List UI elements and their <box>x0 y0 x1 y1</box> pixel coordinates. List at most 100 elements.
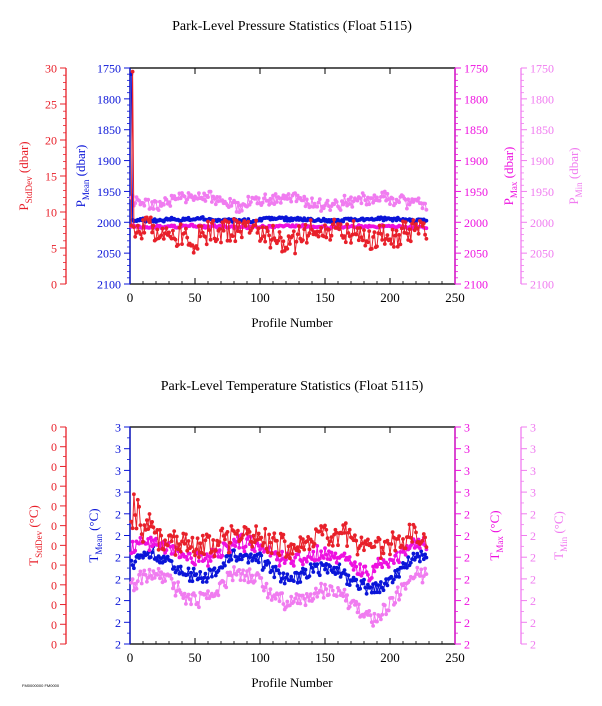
temperature-point-min <box>311 597 316 601</box>
temperature-point-mean <box>397 575 401 579</box>
temperature-point-mean <box>284 575 288 580</box>
pressure-point-stddev <box>197 224 201 229</box>
temperature-point-min <box>247 567 252 571</box>
temperature-point-min <box>423 566 427 571</box>
pressure-point-min <box>388 202 392 207</box>
pressure-point-min <box>217 195 222 200</box>
temperature-point-min <box>398 592 403 597</box>
temperature-point-max <box>324 552 329 557</box>
temperature-point-min <box>334 594 339 598</box>
pressure-point-stddev <box>206 219 210 224</box>
pressure-y-tick-label-min: 1800 <box>530 92 554 106</box>
pressure-y-tick-label-min: 1900 <box>530 154 554 168</box>
temperature-point-stddev <box>134 526 139 531</box>
temperature-point-stddev <box>385 538 390 543</box>
pressure-point-min <box>349 195 353 200</box>
temperature-point-mean <box>307 574 312 578</box>
temperature-point-min <box>301 593 305 598</box>
pressure-point-stddev <box>265 229 270 234</box>
temperature-point-max <box>372 569 377 574</box>
temperature-point-min <box>302 596 307 601</box>
temperature-point-mean <box>310 565 314 570</box>
pressure-point-min <box>371 200 375 205</box>
pressure-point-stddev <box>408 239 413 244</box>
temperature-point-min <box>135 579 140 584</box>
temperature-point-min <box>354 599 359 604</box>
pressure-point-stddev <box>176 242 181 247</box>
temperature-point-min <box>245 569 249 573</box>
temperature-point-mean <box>423 552 427 557</box>
pressure-point-stddev <box>255 231 260 235</box>
pressure-point-stddev <box>264 225 269 230</box>
temperature-point-min <box>367 609 372 613</box>
temperature-point-max <box>207 554 212 559</box>
pressure-point-stddev <box>155 227 160 232</box>
pressure-point-min <box>288 196 292 201</box>
temperature-point-max <box>169 552 174 556</box>
pressure-point-stddev <box>178 222 183 227</box>
pressure-point-min <box>212 197 217 201</box>
pressure-series <box>129 69 429 256</box>
temperature-point-mean <box>267 561 271 565</box>
temperature-series-points-max <box>129 532 429 583</box>
temperature-point-stddev <box>217 540 222 544</box>
pressure-point-min <box>315 204 320 209</box>
pressure-point-stddev <box>342 234 347 239</box>
temperature-point-min <box>298 601 303 606</box>
temperature-point-mean <box>358 586 362 591</box>
temperature-y-tick-label-max: 3 <box>464 421 470 435</box>
temperature-point-stddev <box>173 553 178 557</box>
temperature-point-mean <box>272 575 277 580</box>
temperature-point-max <box>321 556 326 560</box>
temperature-point-min <box>133 581 138 586</box>
pressure-point-min <box>338 208 343 212</box>
temperature-y-tick-label-mean: 2 <box>115 594 121 608</box>
temperature-y-tick-label-min: 3 <box>530 486 536 500</box>
temperature-point-min <box>320 590 325 594</box>
pressure-point-min <box>182 194 187 199</box>
pressure-point-min <box>319 209 323 213</box>
temperature-point-stddev <box>241 533 246 537</box>
temperature-point-mean <box>424 555 429 560</box>
temperature-point-stddev <box>381 551 386 556</box>
temperature-point-stddev <box>137 504 142 509</box>
temperature-point-min <box>340 591 344 596</box>
temperature-point-min <box>181 596 186 600</box>
temperature-point-min <box>186 592 191 597</box>
temperature-y-tick-label-mean: 2 <box>115 616 121 630</box>
pressure-point-stddev <box>219 240 223 245</box>
pressure-point-min <box>272 202 277 207</box>
temperature-point-max <box>220 553 225 558</box>
temperature-point-min <box>424 572 429 576</box>
temperature-point-mean <box>220 565 225 570</box>
temperature-point-stddev <box>407 522 412 527</box>
temperature-point-stddev <box>180 539 184 544</box>
pressure-point-min <box>229 204 234 208</box>
temperature-point-mean <box>368 585 373 590</box>
pressure-point-stddev <box>369 246 374 251</box>
temperature-point-mean <box>406 555 411 559</box>
pressure-x-axis: 0 50 100 150 200 250 <box>127 68 465 305</box>
temperature-point-stddev <box>250 544 255 549</box>
temperature-x-tick-label: 0 <box>127 650 134 665</box>
temperature-point-max <box>311 549 316 554</box>
temperature-point-min <box>319 581 323 586</box>
temperature-point-max <box>304 559 309 564</box>
temperature-point-mean <box>256 560 261 565</box>
temperature-point-max <box>315 544 320 548</box>
temperature-point-max <box>418 546 422 551</box>
pressure-y-axes: 0 5 10 15 20 25 30 PStdDev (dbar) 2100 2050 2000 19… <box>16 62 584 292</box>
temperature-point-mean <box>130 563 135 567</box>
temperature-point-min <box>382 603 387 608</box>
temperature-point-min <box>187 597 192 602</box>
temperature-point-stddev <box>193 553 197 558</box>
pressure-chart: Park-Level Pressure Statistics (Float 51… <box>16 19 584 330</box>
pressure-point-stddev <box>139 236 144 241</box>
temperature-point-min <box>285 599 290 604</box>
temperature-y-axis-label-stddev: TStdDev (°C) <box>26 505 44 566</box>
pressure-point-stddev <box>392 245 396 249</box>
temperature-point-max <box>154 536 158 541</box>
temperature-point-stddev <box>362 548 366 553</box>
pressure-point-stddev <box>132 225 136 230</box>
temperature-point-min <box>264 581 269 586</box>
